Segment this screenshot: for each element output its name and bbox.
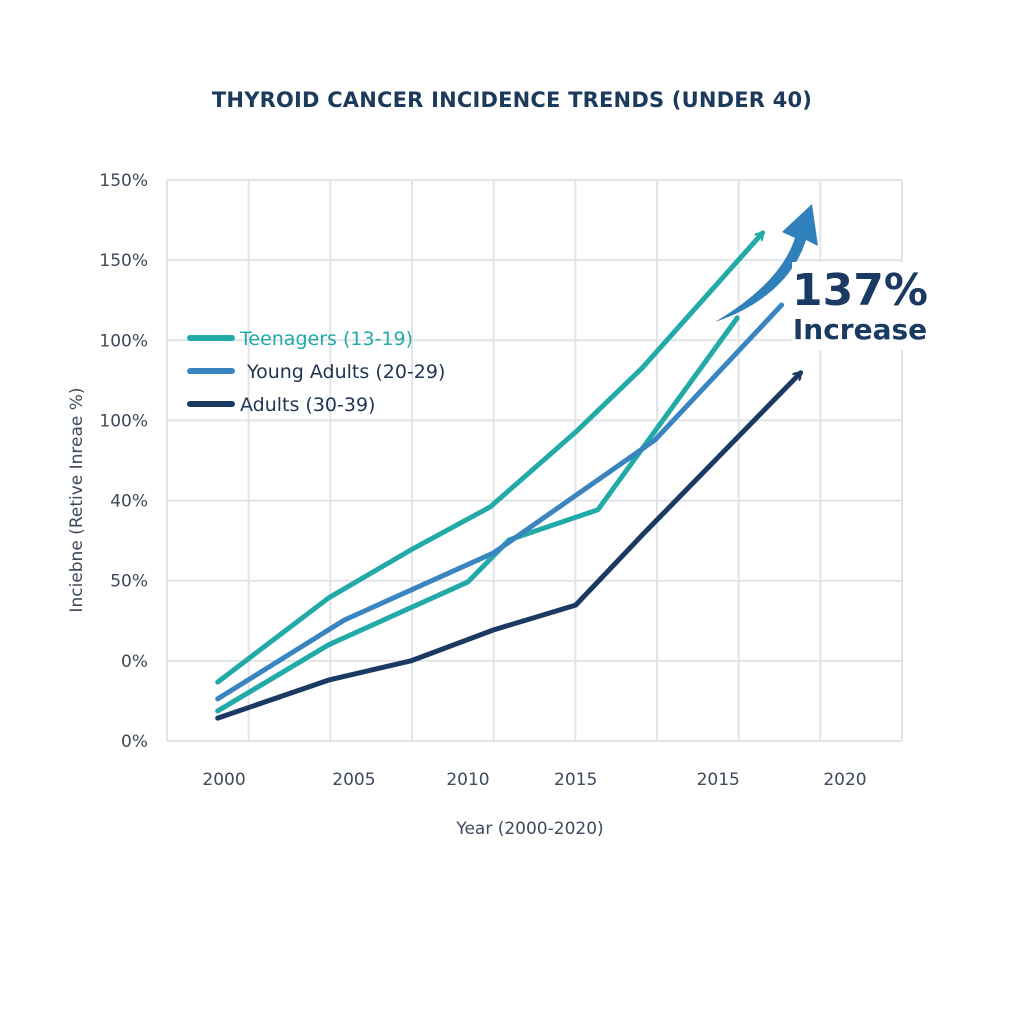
legend-label: Teenagers (13-19) bbox=[239, 328, 413, 350]
legend-label: Young Adults (20-29) bbox=[246, 361, 445, 383]
annotation-background bbox=[792, 262, 934, 350]
x-tick-label: 2015 bbox=[697, 770, 740, 790]
legend: Teenagers (13-19) Young Adults (20-29) Adu… bbox=[187, 328, 445, 416]
y-tick-label: 100% bbox=[99, 331, 148, 351]
x-tick-label: 2010 bbox=[446, 770, 489, 790]
y-tick-label: 40% bbox=[110, 492, 148, 512]
series-line-teenagers bbox=[215, 230, 766, 685]
y-axis-ticks: 0% 0% 50% 40% 100% 100% 150% 150% bbox=[99, 171, 148, 752]
y-tick-label: 100% bbox=[99, 411, 148, 431]
chart-title: THYROID CANCER INCIDENCE TRENDS (UNDER 4… bbox=[211, 88, 813, 112]
series-line-adults bbox=[215, 370, 804, 721]
x-tick-label: 2015 bbox=[554, 770, 597, 790]
x-axis-ticks: 2000 2005 2010 2015 2015 2020 bbox=[202, 770, 866, 790]
y-tick-label: 50% bbox=[110, 572, 148, 592]
x-tick-label: 2000 bbox=[202, 770, 245, 790]
y-axis-label: Inciebne (Retive Inreae %) bbox=[67, 387, 87, 612]
x-axis-label: Year (2000-2020) bbox=[455, 819, 603, 839]
y-tick-label: 150% bbox=[99, 251, 148, 271]
y-tick-label: 150% bbox=[99, 171, 148, 191]
y-tick-label: 0% bbox=[121, 652, 148, 672]
y-tick-label: 0% bbox=[121, 732, 148, 752]
annotation-value: 137% bbox=[792, 265, 928, 316]
big-increase-arrow-icon bbox=[715, 204, 818, 322]
legend-label: Adults (30-39) bbox=[240, 394, 375, 416]
series-line-teen-secondary bbox=[215, 315, 740, 714]
x-tick-label: 2005 bbox=[332, 770, 375, 790]
annotation-label: Increase bbox=[793, 313, 927, 346]
x-tick-label: 2020 bbox=[823, 770, 866, 790]
